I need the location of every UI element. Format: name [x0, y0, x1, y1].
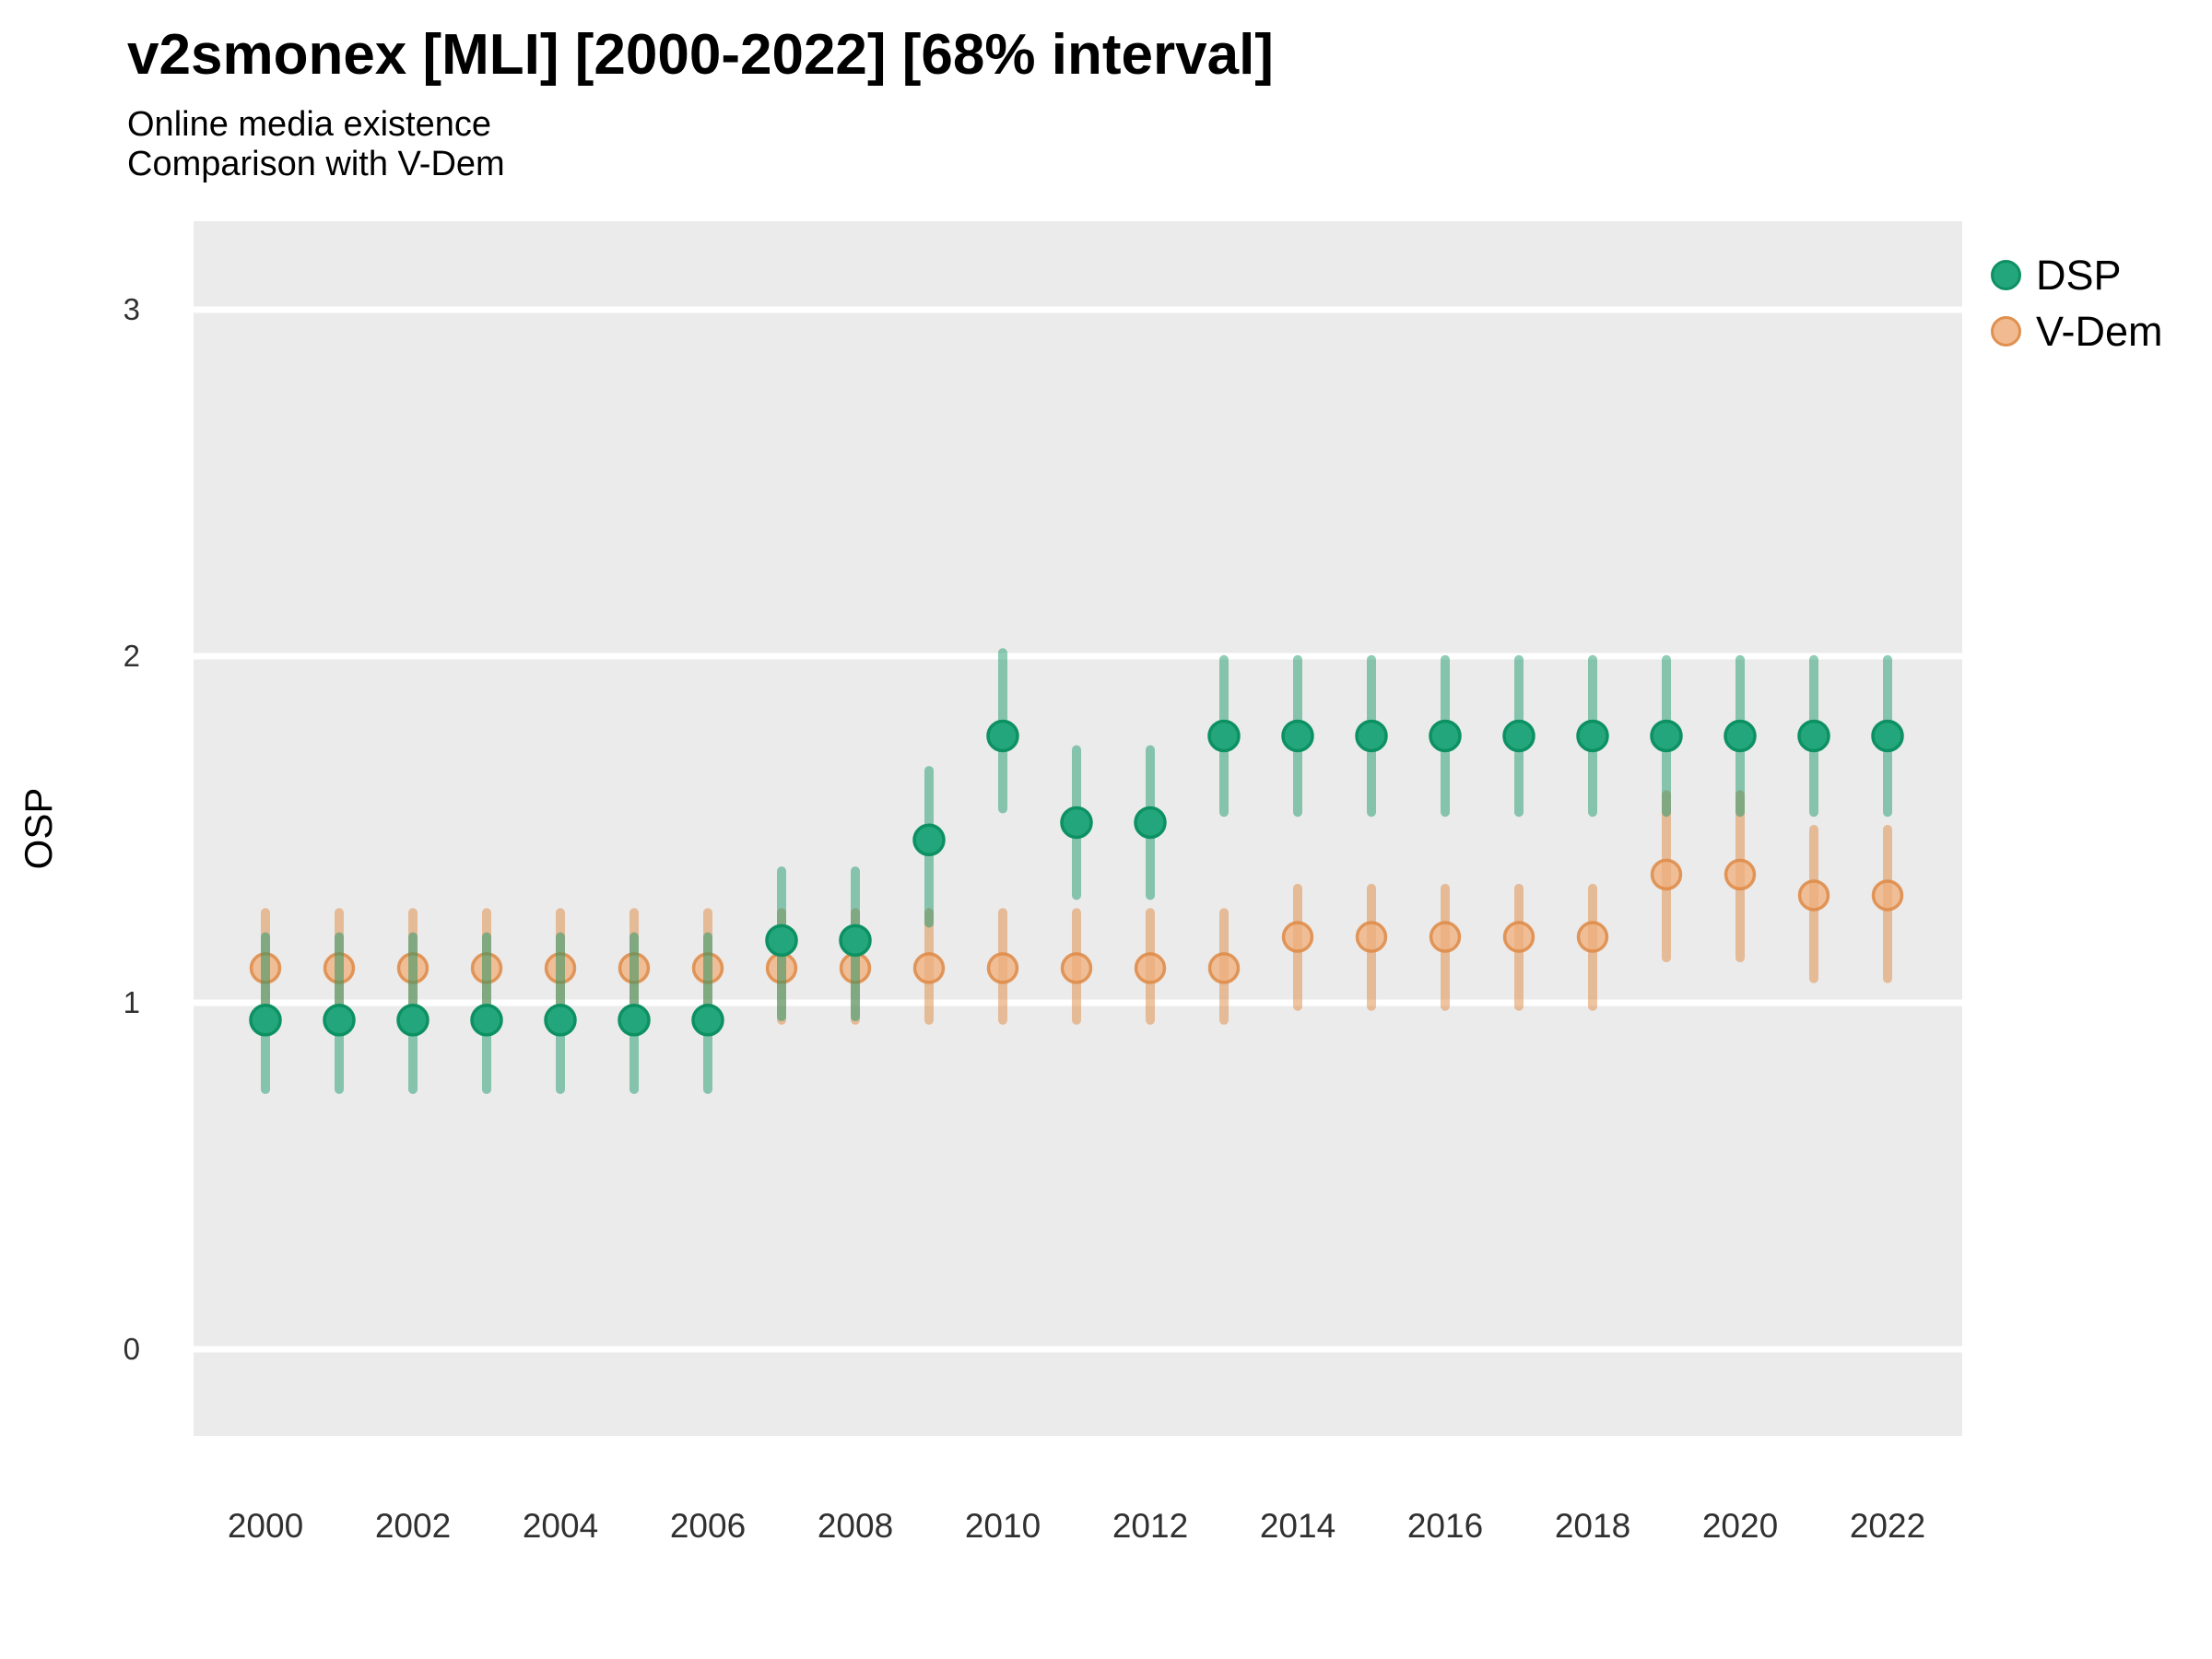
dsp-point-2012 — [1134, 806, 1167, 840]
vdem-point-2001 — [323, 952, 356, 984]
dsp-point-2009 — [912, 823, 946, 857]
dsp-point-2018 — [1576, 719, 1609, 753]
dsp-point-2010 — [986, 719, 1019, 753]
plot-panel — [194, 221, 1962, 1436]
x-tick-label-2018: 2018 — [1554, 1507, 1631, 1545]
dsp-point-2001 — [323, 1004, 356, 1037]
dsp-point-2006 — [691, 1004, 724, 1037]
y-axis-title: OSP — [17, 787, 60, 870]
legend-label-vdem: V-Dem — [2036, 308, 2163, 355]
x-tick-label-2002: 2002 — [374, 1507, 452, 1545]
chart-title: v2smonex [MLI] [2000-2022] [68% interval… — [127, 23, 1274, 87]
x-tick-label-2006: 2006 — [669, 1507, 747, 1545]
x-tick-label-2012: 2012 — [1112, 1507, 1189, 1545]
x-tick-label-2010: 2010 — [964, 1507, 1041, 1545]
vdem-point-2021 — [1797, 879, 1830, 912]
x-tick-label-2022: 2022 — [1849, 1507, 1926, 1545]
vdem-point-2012 — [1134, 952, 1167, 984]
legend-item-dsp: DSP — [1991, 247, 2163, 303]
x-tick-label-2008: 2008 — [817, 1507, 894, 1545]
legend: DSP V-Dem — [1991, 247, 2163, 359]
dsp-point-2008 — [839, 924, 872, 958]
dsp-point-2014 — [1281, 719, 1314, 753]
legend-item-vdem: V-Dem — [1991, 303, 2163, 359]
x-tick-label-2020: 2020 — [1701, 1507, 1779, 1545]
y-tick-label-0: 0 — [123, 1332, 140, 1366]
x-tick-label-2004: 2004 — [522, 1507, 599, 1545]
dsp-point-2015 — [1355, 719, 1388, 753]
dsp-swatch-icon — [1991, 260, 2021, 290]
dsp-point-2019 — [1650, 719, 1683, 753]
dsp-point-2005 — [618, 1004, 651, 1037]
vdem-point-2020 — [1724, 858, 1757, 891]
y-tick-label-1: 1 — [123, 985, 140, 1019]
dsp-point-2003 — [470, 1004, 503, 1037]
vdem-point-2016 — [1429, 921, 1462, 953]
y-tick-label-3: 3 — [123, 292, 140, 326]
vdem-point-2002 — [396, 952, 429, 984]
plot-canvas — [194, 306, 1962, 1353]
vdem-point-2009 — [912, 952, 946, 984]
dsp-point-2020 — [1724, 719, 1757, 753]
chart-subtitle-line-2: Comparison with V-Dem — [127, 145, 505, 183]
dsp-point-2007 — [765, 924, 798, 958]
chart-subtitle-line-1: Online media existence — [127, 105, 491, 144]
x-tick-label-2016: 2016 — [1406, 1507, 1484, 1545]
x-tick-label-2000: 2000 — [227, 1507, 304, 1545]
x-tick-label-2014: 2014 — [1259, 1507, 1336, 1545]
dsp-point-2016 — [1429, 719, 1462, 753]
vdem-point-2010 — [986, 952, 1019, 984]
dsp-point-2004 — [544, 1004, 577, 1037]
vdem-point-2018 — [1576, 921, 1609, 953]
vdem-point-2013 — [1207, 952, 1241, 984]
vdem-swatch-icon — [1991, 316, 2021, 347]
dsp-point-2022 — [1871, 719, 1904, 753]
dsp-point-2017 — [1502, 719, 1535, 753]
vdem-point-2019 — [1650, 858, 1683, 891]
vdem-point-2022 — [1871, 879, 1904, 912]
dsp-point-2002 — [396, 1004, 429, 1037]
dsp-point-2021 — [1797, 719, 1830, 753]
vdem-point-2014 — [1281, 921, 1314, 953]
vdem-point-2004 — [544, 952, 577, 984]
gridline-y-0 — [194, 1346, 1962, 1353]
vdem-point-2015 — [1355, 921, 1388, 953]
y-tick-label-2: 2 — [123, 639, 140, 673]
vdem-point-2011 — [1060, 952, 1093, 984]
gridline-y-2 — [194, 653, 1962, 660]
dsp-point-2011 — [1060, 806, 1093, 840]
gridline-y-3 — [194, 306, 1962, 313]
dsp-point-2000 — [249, 1004, 282, 1037]
vdem-point-2000 — [249, 952, 282, 984]
vdem-point-2006 — [691, 952, 724, 984]
vdem-point-2005 — [618, 952, 651, 984]
vdem-point-2003 — [470, 952, 503, 984]
legend-label-dsp: DSP — [2036, 252, 2122, 299]
dsp-point-2013 — [1207, 719, 1241, 753]
vdem-point-2017 — [1502, 921, 1535, 953]
